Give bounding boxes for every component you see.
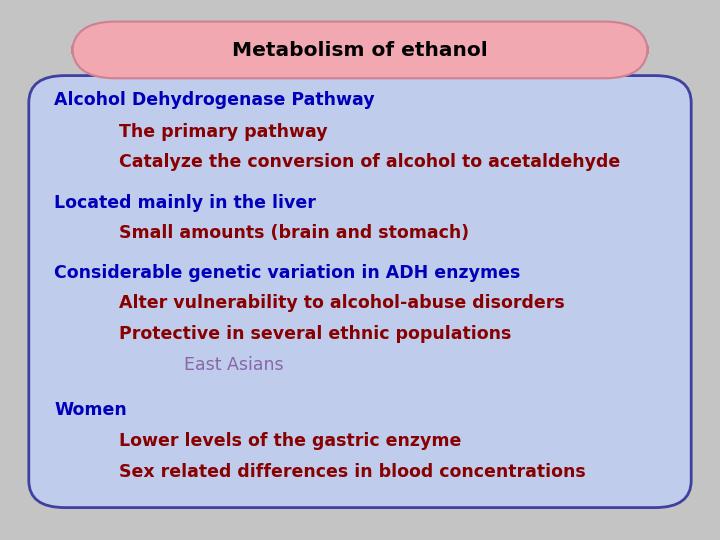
Text: Metabolism of ethanol: Metabolism of ethanol — [232, 40, 488, 60]
Text: Alter vulnerability to alcohol-abuse disorders: Alter vulnerability to alcohol-abuse dis… — [119, 294, 564, 313]
Text: Women: Women — [54, 401, 127, 420]
FancyBboxPatch shape — [29, 76, 691, 508]
FancyBboxPatch shape — [72, 22, 648, 78]
Text: East Asians: East Asians — [184, 356, 283, 374]
Text: Sex related differences in blood concentrations: Sex related differences in blood concent… — [119, 463, 585, 481]
Text: Protective in several ethnic populations: Protective in several ethnic populations — [119, 325, 511, 343]
Text: Considerable genetic variation in ADH enzymes: Considerable genetic variation in ADH en… — [54, 264, 521, 282]
Text: The primary pathway: The primary pathway — [119, 123, 328, 141]
Text: Small amounts (brain and stomach): Small amounts (brain and stomach) — [119, 224, 469, 242]
Text: Located mainly in the liver: Located mainly in the liver — [54, 193, 316, 212]
Text: Alcohol Dehydrogenase Pathway: Alcohol Dehydrogenase Pathway — [54, 91, 374, 109]
Text: Catalyze the conversion of alcohol to acetaldehyde: Catalyze the conversion of alcohol to ac… — [119, 153, 620, 171]
Text: Lower levels of the gastric enzyme: Lower levels of the gastric enzyme — [119, 432, 462, 450]
